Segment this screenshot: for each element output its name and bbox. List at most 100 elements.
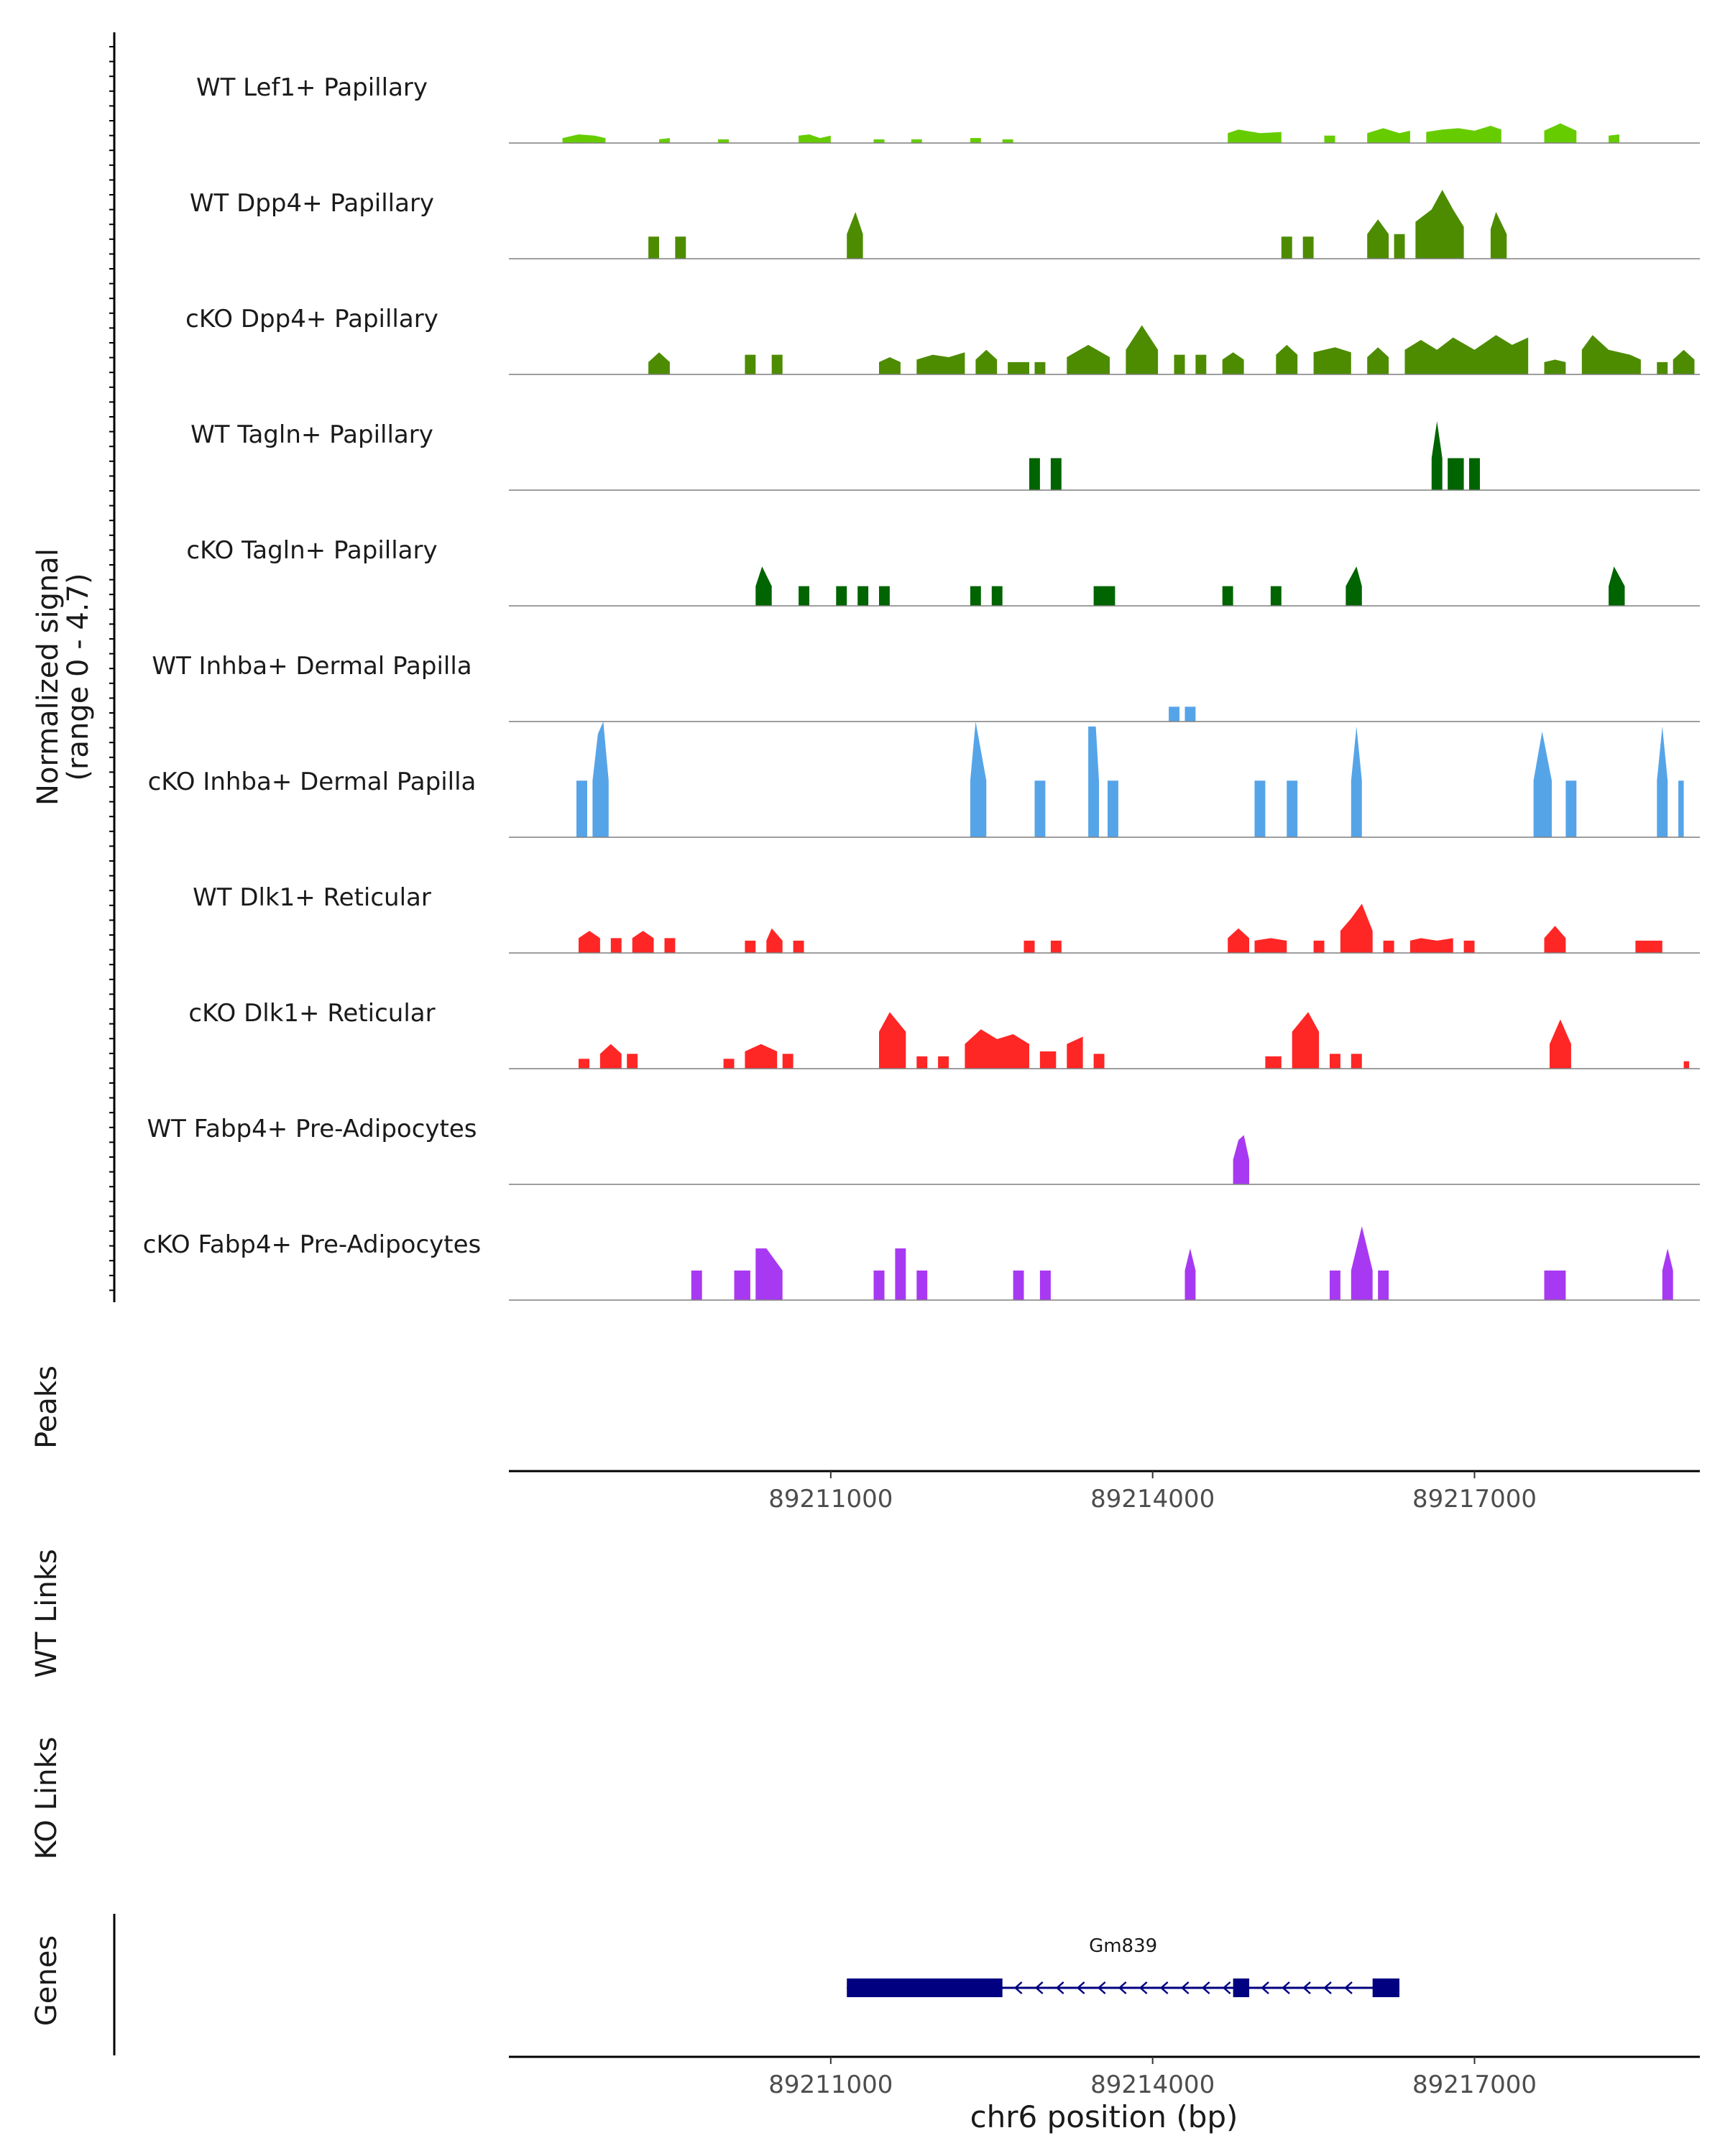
strand-arrow: [1201, 1981, 1210, 1994]
coverage-peak: [1034, 361, 1046, 374]
coverage-peak: [857, 586, 869, 606]
coverage-peak: [1008, 361, 1029, 374]
track-label: WT Lef1+ Papillary: [196, 73, 428, 102]
coverage-peak: [1265, 1056, 1282, 1069]
track-2: WT Dpp4+ Papillary: [190, 189, 1700, 259]
coverage-peak: [1490, 211, 1507, 259]
coverage-peak: [1544, 123, 1577, 143]
coverage-peak: [1174, 354, 1185, 374]
coverage-peak: [991, 586, 1003, 606]
coverage-peak: [1394, 234, 1405, 259]
strand-arrow: [1138, 1981, 1148, 1994]
coverage-peak: [1013, 1270, 1024, 1300]
wt-links-label: WT Links: [30, 1549, 63, 1677]
coverage-peak: [627, 1054, 638, 1069]
coverage-peak: [1050, 940, 1062, 953]
coverage-peak: [1609, 566, 1625, 606]
genes-panel: Genes Gm839: [30, 1914, 1700, 2058]
ko-links-label: KO Links: [30, 1737, 63, 1860]
coverage-peak: [1067, 1036, 1083, 1069]
strand-arrow: [1013, 1981, 1023, 1994]
coverage-peak: [1050, 458, 1062, 490]
gene-exon: [1233, 1978, 1250, 1997]
signal-y-axis: [109, 32, 116, 1302]
coverage-peak: [970, 586, 981, 606]
strand-arrow: [1076, 1981, 1085, 1994]
coverage-peak: [1195, 354, 1207, 374]
coverage-peak: [1565, 780, 1577, 837]
coverage-peak: [1426, 126, 1501, 143]
track-label: WT Dlk1+ Reticular: [193, 883, 431, 912]
coverage-peak: [1340, 903, 1373, 953]
coverage-peak: [1657, 361, 1668, 374]
x-tick-label: 89214000: [1090, 1485, 1215, 1514]
genes-x-ticks: 89211000 89214000 89217000: [768, 2057, 1537, 2099]
coverage-peak: [1039, 1270, 1051, 1300]
coverage-peak: [1544, 926, 1566, 953]
coverage-peak: [879, 586, 890, 606]
coverage-peak: [836, 586, 847, 606]
coverage-peak: [1367, 128, 1410, 143]
coverage-peak: [1254, 780, 1266, 837]
track-label: WT Dpp4+ Papillary: [190, 189, 434, 218]
coverage-peak: [1367, 347, 1389, 374]
coverage-peak: [1367, 219, 1389, 259]
coverage-peak: [916, 352, 965, 374]
coverage-peak: [879, 357, 901, 374]
coverage-peak: [632, 931, 654, 953]
peaks-label: Peaks: [30, 1365, 63, 1449]
strand-arrow: [1118, 1981, 1127, 1994]
coverage-peak: [1383, 940, 1394, 953]
coverage-peak: [975, 349, 998, 374]
gene-name-label: Gm839: [1089, 1935, 1157, 1957]
strand-arrow: [1261, 1981, 1269, 1994]
strand-arrow: [1344, 1981, 1353, 1994]
coverage-peak: [1657, 726, 1668, 837]
coverage-peak: [782, 1054, 794, 1069]
coverage-peak: [970, 138, 981, 143]
coverage-peak: [1254, 938, 1287, 953]
coverage-peak: [1292, 1012, 1320, 1069]
x-axis-label: chr6 position (bp): [970, 2099, 1238, 2134]
coverage-peak: [916, 1056, 928, 1069]
coverage-peak: [1024, 940, 1035, 953]
track-11: cKO Fabp4+ Pre-Adipocytes: [143, 1226, 1700, 1301]
coverage-peak: [718, 139, 729, 143]
coverage-peak: [1276, 344, 1298, 374]
peaks-panel: Peaks: [30, 1365, 1700, 1473]
coverage-peak: [1351, 726, 1362, 837]
coverage-peak: [723, 1059, 735, 1069]
coverage-peak: [648, 352, 670, 374]
track-label: WT Tagln+ Papillary: [190, 420, 433, 449]
track-10: WT Fabp4+ Pre-Adipocytes: [147, 1115, 1700, 1185]
track-7: cKO Inhba+ Dermal Papilla: [148, 722, 1700, 838]
coverage-peak: [1270, 586, 1282, 606]
coverage-peak: [1184, 706, 1196, 722]
x-tick-label: 89217000: [1412, 1485, 1537, 1514]
coverage-peak: [1609, 134, 1619, 143]
coverage-peak: [1409, 938, 1453, 953]
coverage-peak: [1126, 325, 1159, 374]
x-tick-label: 89214000: [1090, 2070, 1215, 2099]
coverage-peak: [879, 1012, 906, 1069]
track-4: WT Tagln+ Papillary: [190, 420, 1700, 491]
coverage-peak: [1330, 1054, 1340, 1069]
track-label: WT Fabp4+ Pre-Adipocytes: [147, 1115, 477, 1143]
coverage-tracks: WT Lef1+ Papillary WT Dpp4+ Papillary cKO …: [143, 73, 1700, 1301]
coverage-peak: [1324, 135, 1335, 143]
y-axis-label: Normalized signal: [32, 548, 65, 806]
coverage-peak: [1635, 940, 1662, 953]
strand-arrow: [1282, 1981, 1290, 1994]
coverage-peak: [1184, 1248, 1196, 1300]
coverage-peak: [799, 586, 809, 606]
coverage-peak: [1067, 344, 1110, 374]
coverage-peak: [793, 940, 804, 953]
coverage-peak: [745, 1044, 778, 1069]
coverage-peak: [1662, 1248, 1673, 1300]
coverage-peak: [1673, 349, 1695, 374]
coverage-peak: [873, 139, 885, 143]
coverage-peak: [659, 138, 670, 143]
coverage-peak: [1287, 780, 1298, 837]
coverage-peak: [847, 211, 863, 259]
